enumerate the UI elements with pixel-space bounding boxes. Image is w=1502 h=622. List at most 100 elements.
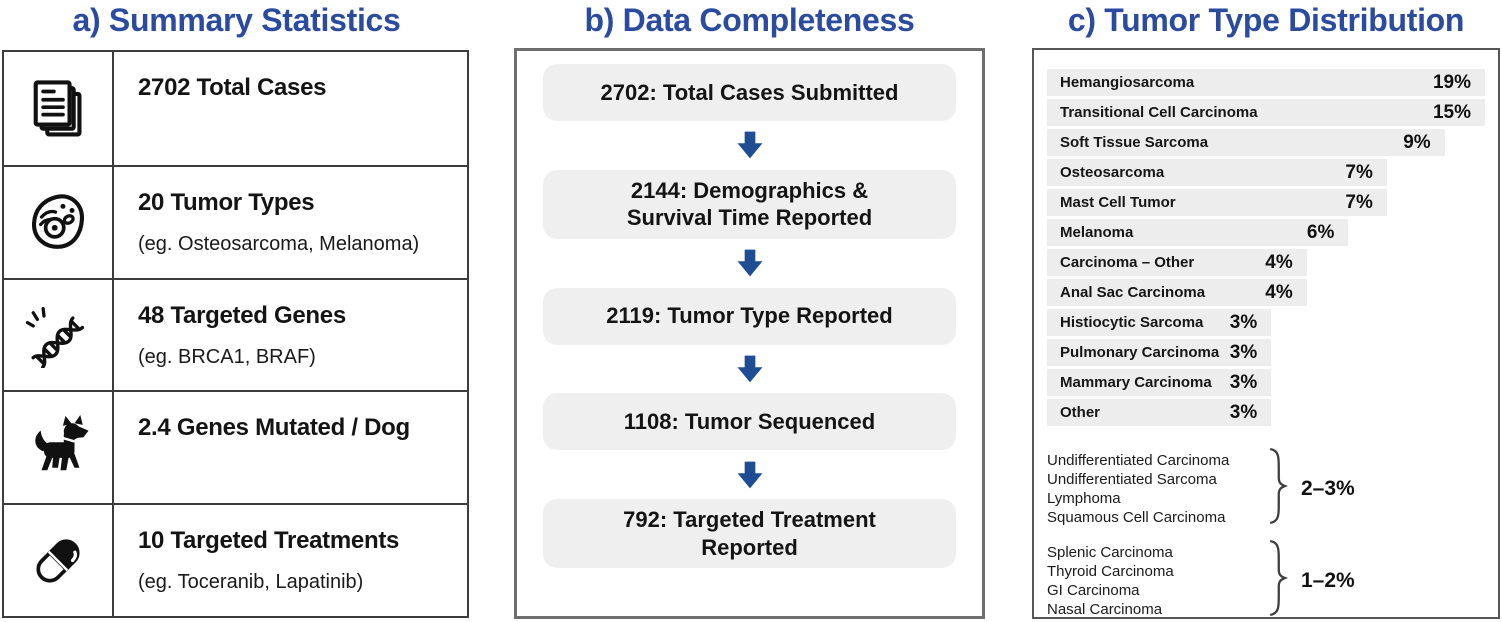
data-completeness-flowchart: 2702: Total Cases Submitted 2144: Demogr…	[514, 48, 985, 619]
panel-c-title: c) Tumor Type Distribution	[1067, 2, 1465, 38]
flow-step-text: 1108: Tumor Sequenced	[623, 409, 876, 434]
bar-label: Melanoma	[1060, 224, 1134, 241]
group-labels: Undifferentiated Carcinoma Undifferentia…	[1047, 451, 1263, 527]
panel-b-title: b) Data Completeness	[584, 2, 915, 38]
bar-value: 7%	[1345, 161, 1373, 183]
tumor-type-distribution-chart: Hemangiosarcoma 19% Transitional Cell Ca…	[1032, 48, 1500, 619]
group-line: Undifferentiated Carcinoma	[1047, 451, 1230, 469]
grouped-tumor-types: Splenic Carcinoma Thyroid Carcinoma GI C…	[1047, 539, 1485, 622]
bar-row: Carcinoma – Other 4%	[1047, 249, 1485, 276]
bar-row: Mammary Carcinoma 3%	[1047, 369, 1485, 396]
down-arrow-icon	[734, 130, 766, 160]
flow-step-text: 2702: Total Cases Submitted	[600, 79, 899, 105]
bar-label: Hemangiosarcoma	[1060, 74, 1195, 91]
bar: Hemangiosarcoma 19%	[1047, 69, 1485, 96]
flow-step: 792: Targeted Treatment Reported	[543, 499, 956, 568]
flow-step-text: 2144: Demographics &	[630, 177, 869, 203]
stat-sublabel: (eg. BRCA1, BRAF)	[138, 345, 316, 368]
group-line: Splenic Carcinoma	[1047, 543, 1173, 561]
right-brace-icon	[1267, 539, 1289, 622]
bar-value: 15%	[1432, 101, 1471, 123]
bar-value: 6%	[1306, 221, 1335, 243]
down-arrow-icon	[734, 354, 766, 384]
stat-text-cell: 10 Targeted Treatments (eg. Toceranib, L…	[114, 505, 467, 616]
bar: Osteosarcoma 7%	[1047, 159, 1387, 186]
group-line: Undifferentiated Sarcoma	[1047, 470, 1217, 488]
bar-label: Pulmonary Carcinoma	[1060, 344, 1220, 361]
bar-value: 7%	[1345, 191, 1373, 213]
dna-icon	[4, 279, 114, 391]
bar-value: 3%	[1229, 401, 1258, 423]
bar-label: Carcinoma – Other	[1060, 254, 1195, 271]
down-arrow-icon	[734, 248, 766, 278]
dog-icon	[4, 392, 114, 504]
bar-label: Transitional Cell Carcinoma	[1060, 104, 1258, 121]
stat-sublabel: (eg. Toceranib, Lapatinib)	[138, 571, 364, 594]
group-line: GI Carcinoma	[1047, 581, 1140, 599]
stat-text-cell: 2.4 Genes Mutated / Dog	[114, 392, 467, 503]
summary-statistics-table: 2702 Total Cases 20 Tumor Types (eg. Ost…	[2, 50, 469, 618]
stat-label: 2.4 Genes Mutated / Dog	[138, 414, 410, 442]
bar: Mast Cell Tumor 7%	[1047, 189, 1387, 216]
bar: Anal Sac Carcinoma 4%	[1047, 279, 1307, 306]
bar-row: Transitional Cell Carcinoma 15%	[1047, 99, 1485, 126]
table-row: 48 Targeted Genes (eg. BRCA1, BRAF)	[4, 277, 467, 391]
bar-label: Mast Cell Tumor	[1060, 194, 1176, 211]
bar-row: Osteosarcoma 7%	[1047, 159, 1485, 186]
flow-step: 2119: Tumor Type Reported	[543, 287, 956, 345]
down-arrow-icon	[734, 460, 766, 490]
cell-icon	[4, 166, 114, 278]
flow-step: 2144: Demographics & Survival Time Repor…	[543, 169, 956, 239]
bar: Histiocytic Sarcoma 3%	[1047, 309, 1272, 336]
bar-row: Melanoma 6%	[1047, 219, 1485, 246]
group-line: Thyroid Carcinoma	[1047, 562, 1174, 580]
bar: Carcinoma – Other 4%	[1047, 249, 1307, 276]
bar-label: Osteosarcoma	[1060, 164, 1165, 181]
bar: Mammary Carcinoma 3%	[1047, 369, 1272, 396]
bar-row: Other 3%	[1047, 399, 1485, 426]
bar-row: Pulmonary Carcinoma 3%	[1047, 339, 1485, 366]
stat-label: 10 Targeted Treatments	[138, 527, 400, 555]
group-line: Nasal Carcinoma	[1047, 600, 1163, 618]
bar-value: 3%	[1229, 311, 1258, 333]
table-row: 20 Tumor Types (eg. Osteosarcoma, Melano…	[4, 164, 467, 278]
panel-a-title: a) Summary Statistics	[72, 2, 401, 38]
table-row: 10 Targeted Treatments (eg. Toceranib, L…	[4, 503, 467, 616]
bar-row: Hemangiosarcoma 19%	[1047, 69, 1485, 96]
group-percent: 1–2%	[1301, 568, 1355, 592]
bar-value: 4%	[1265, 251, 1293, 273]
bar-label: Soft Tissue Sarcoma	[1060, 134, 1209, 151]
flow-step-text: 2119: Tumor Type Reported	[606, 303, 893, 329]
flow-step: 2702: Total Cases Submitted	[543, 64, 956, 121]
group-labels: Splenic Carcinoma Thyroid Carcinoma GI C…	[1047, 543, 1263, 619]
flow-step: 1108: Tumor Sequenced	[543, 393, 956, 451]
bar-value: 19%	[1432, 71, 1471, 93]
bar-label: Anal Sac Carcinoma	[1060, 284, 1206, 301]
flow-step-text: 792: Targeted Treatment	[623, 507, 876, 532]
bar-row: Histiocytic Sarcoma 3%	[1047, 309, 1485, 336]
bar-value: 4%	[1265, 281, 1293, 303]
stat-text-cell: 2702 Total Cases	[114, 52, 467, 165]
bar-row: Soft Tissue Sarcoma 9%	[1047, 129, 1485, 156]
stat-label: 2702 Total Cases	[138, 74, 327, 101]
bar-value: 3%	[1229, 341, 1258, 363]
table-row: 2702 Total Cases	[4, 52, 467, 165]
table-row: 2.4 Genes Mutated / Dog	[4, 390, 467, 504]
documents-icon	[4, 52, 114, 165]
bar: Melanoma 6%	[1047, 219, 1349, 246]
group-line: Lymphoma	[1047, 489, 1121, 507]
bar-label: Mammary Carcinoma	[1060, 374, 1212, 391]
bar-value: 3%	[1229, 371, 1258, 393]
bar-row: Mast Cell Tumor 7%	[1047, 189, 1485, 216]
stat-text-cell: 48 Targeted Genes (eg. BRCA1, BRAF)	[114, 280, 467, 391]
group-percent: 2–3%	[1301, 476, 1355, 500]
stat-label: 48 Targeted Genes	[138, 301, 346, 329]
bar-value: 9%	[1403, 131, 1431, 153]
grouped-tumor-types: Undifferentiated Carcinoma Undifferentia…	[1047, 447, 1485, 530]
bar: Soft Tissue Sarcoma 9%	[1047, 129, 1445, 156]
bar-label: Other	[1060, 404, 1101, 421]
bar-row: Anal Sac Carcinoma 4%	[1047, 279, 1485, 306]
bar: Other 3%	[1047, 399, 1272, 426]
stat-label: 20 Tumor Types	[138, 188, 315, 216]
